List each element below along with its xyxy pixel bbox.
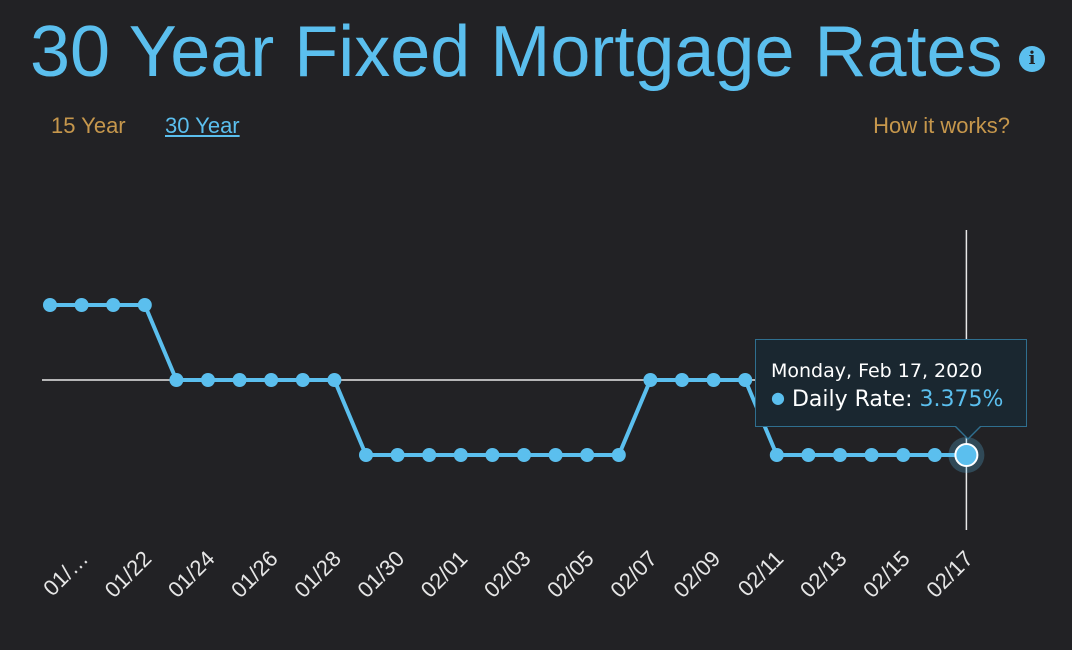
data-point[interactable] [359,448,373,462]
data-point[interactable] [327,373,342,387]
data-point[interactable] [137,298,152,312]
data-point[interactable] [201,373,215,387]
data-point[interactable] [927,448,942,462]
data-point[interactable] [580,448,595,462]
data-point[interactable] [390,448,405,462]
tooltip-rate-row: ● Daily Rate: 3.375% [771,387,1003,412]
tooltip-arrow-fill [955,425,981,438]
x-tick-label: 02/11 [733,546,788,601]
data-point[interactable] [264,373,279,387]
x-tick-label: 02/17 [921,546,978,603]
tooltip-date: Monday, Feb 17, 2020 [771,360,983,382]
tab-15-year[interactable]: 15 Year [51,113,126,138]
chart-tooltip: Monday, Feb 17, 2020 ● Daily Rate: 3.375… [755,339,1027,427]
data-point[interactable] [422,448,437,462]
x-tick-label: 01/24 [163,546,220,603]
x-tick-label: 02/09 [669,546,726,603]
tab-30-year[interactable]: 30 Year [165,113,240,138]
x-tick-label: 02/05 [542,546,599,603]
data-point[interactable] [295,373,310,387]
data-point[interactable] [833,448,847,462]
info-icon[interactable]: i [1019,46,1045,72]
x-tick-label: 01/22 [100,546,157,603]
x-tick-label: 02/01 [416,546,473,603]
data-point[interactable] [675,373,689,387]
data-point[interactable] [738,373,753,387]
x-tick-label: 02/03 [479,546,536,603]
data-point[interactable] [643,373,658,387]
x-tick-label: 01/26 [226,546,283,603]
data-point[interactable] [548,448,563,462]
data-point[interactable] [517,448,531,462]
data-point[interactable] [43,298,57,312]
data-point[interactable] [769,448,784,462]
data-point[interactable] [74,298,89,312]
data-point[interactable] [896,448,911,462]
tooltip-value: 3.375% [919,387,1004,412]
data-point[interactable] [864,448,879,462]
x-tick-label: 02/07 [605,546,662,603]
x-tick-label: 02/13 [795,546,852,603]
data-point[interactable] [485,448,500,462]
x-tick-label: 01/28 [289,546,346,603]
data-point[interactable] [169,373,184,387]
data-point[interactable] [611,448,626,462]
data-point[interactable] [706,373,721,387]
how-it-works-link[interactable]: How it works? [873,113,1010,138]
data-point[interactable] [801,448,816,462]
x-tick-label: 02/15 [858,546,915,603]
x-tick-label: 01/30 [353,546,410,603]
tooltip-series-label: Daily Rate: [791,387,913,412]
x-tick-label: 01/… [38,546,93,601]
series-bullet-icon: ● [771,388,785,407]
page-title: 30 Year Fixed Mortgage Rates [30,12,1003,92]
data-point-highlighted[interactable] [954,443,979,467]
data-point[interactable] [232,373,247,387]
data-point[interactable] [453,448,468,462]
data-point[interactable] [106,298,121,312]
